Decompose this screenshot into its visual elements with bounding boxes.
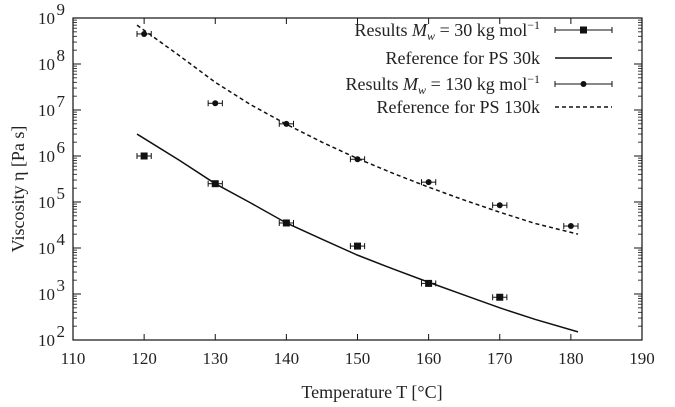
y-tick-label: 10 <box>38 9 55 28</box>
legend-label-0: Results Mw = 30 kg mol−1 <box>355 18 540 43</box>
data-point-square <box>140 152 148 160</box>
legend-label-2: Results Mw = 130 kg mol−1 <box>346 72 540 97</box>
y-tick-label: 10 <box>38 331 55 350</box>
legend-label-3: Reference for PS 130k <box>377 97 540 117</box>
series-line-1 <box>136 133 579 333</box>
data-point-circle <box>567 223 574 230</box>
y-tick-label: 10 <box>38 239 55 258</box>
y-axis-title: Viscosity η [Pa s] <box>8 126 28 253</box>
y-tick-exponent: 4 <box>57 230 66 249</box>
legend-label-1: Reference for PS 30k <box>386 48 540 68</box>
data-point-circle <box>425 179 432 186</box>
y-tick-exponent: 7 <box>57 92 66 111</box>
data-point-square <box>496 293 504 301</box>
y-tick-exponent: 9 <box>57 0 66 19</box>
x-tick-label: 160 <box>416 349 442 368</box>
data-point-square <box>354 242 361 250</box>
y-tick-label: 10 <box>38 285 55 304</box>
y-tick-exponent: 6 <box>57 138 66 157</box>
x-tick-label: 130 <box>203 349 229 368</box>
x-tick-label: 140 <box>274 349 300 368</box>
y-tick-label: 10 <box>38 101 55 120</box>
data-point-circle <box>283 120 290 127</box>
x-tick-label: 150 <box>345 349 371 368</box>
y-tick-label: 10 <box>38 147 55 166</box>
x-tick-label: 170 <box>487 349 513 368</box>
data-point-circle <box>496 202 503 209</box>
x-axis-title: Temperature T [°C] <box>301 382 442 402</box>
x-tick-label: 120 <box>131 349 157 368</box>
x-tick-label: 180 <box>558 349 584 368</box>
legend-swatch-square <box>580 26 587 34</box>
legend: Results Mw = 30 kg mol−1 Reference for PS… <box>346 18 613 117</box>
data-point-circle <box>354 156 361 163</box>
data-point-circle <box>141 30 148 37</box>
y-tick-label: 10 <box>38 55 55 74</box>
y-tick-exponent: 5 <box>57 184 66 203</box>
y-tick-exponent: 2 <box>57 322 66 341</box>
data-point-circle <box>212 100 219 107</box>
y-tick-label: 10 <box>38 193 55 212</box>
y-tick-exponent: 8 <box>57 46 66 65</box>
legend-swatch-circle <box>580 81 587 87</box>
y-tick-exponent: 3 <box>57 276 66 295</box>
data-point-square <box>425 279 433 287</box>
x-tick-label: 190 <box>629 349 655 368</box>
plot-frame <box>72 17 643 341</box>
x-tick-label: 110 <box>61 349 86 368</box>
